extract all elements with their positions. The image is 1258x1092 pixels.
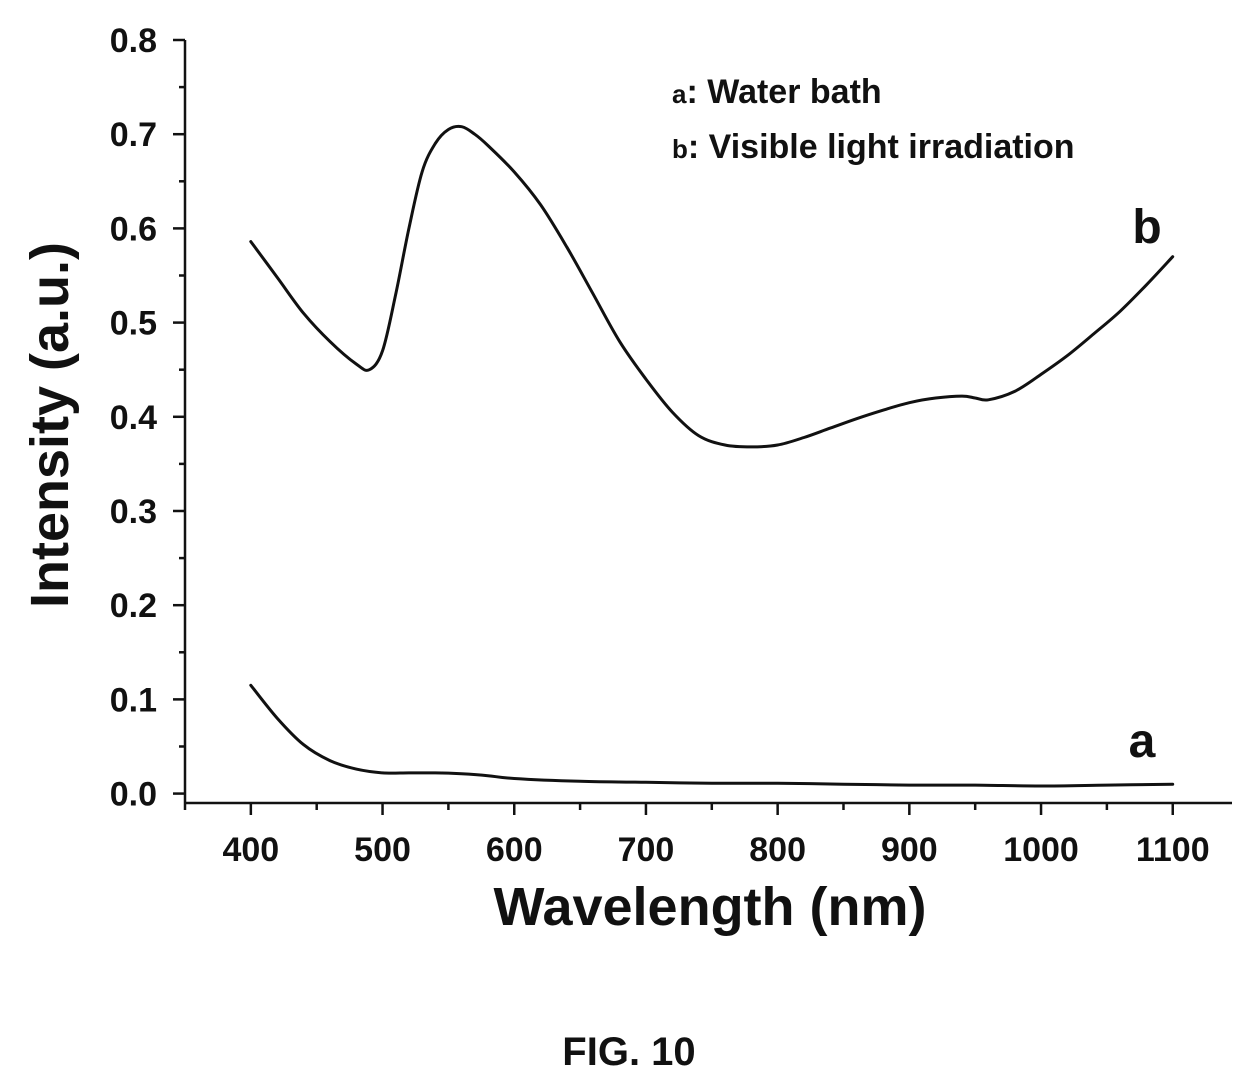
y-tick-label: 0.4 [110,399,157,437]
y-tick-label: 0.3 [110,493,157,531]
y-tick-label: 0.1 [110,681,157,719]
legend-key-b: b [672,134,688,164]
y-tick-label: 0.6 [110,210,157,248]
plot-axes [183,40,1232,805]
legend-key-a: a [672,79,687,109]
x-tick-label: 500 [354,831,411,869]
x-tick-label: 900 [881,831,938,869]
legend-entry-b: b: Visible light irradiation [672,128,1075,166]
x-tick-label: 1000 [1003,831,1079,869]
legend-text-b: : Visible light irradiation [688,128,1075,166]
axis-tick-labels: 0.0 0.1 0.2 0.3 0.4 0.5 0.6 0.7 0.8 400 500 600 700 8… [110,22,1210,869]
x-axis-title: Wavelength (nm) [493,877,926,937]
x-tick-label: 700 [618,831,675,869]
y-tick-label: 0.2 [110,587,157,625]
x-tick-label: 1100 [1136,831,1210,869]
x-tick-label: 600 [486,831,543,869]
curve-label-a: a [1129,715,1156,768]
figure-caption: FIG. 10 [562,1030,696,1074]
spectrum-chart: 0.0 0.1 0.2 0.3 0.4 0.5 0.6 0.7 0.8 400 500 600 700 8… [20,22,1232,937]
axis-ticks [173,38,1174,815]
series-line-b [249,124,1175,449]
y-axis-title: Intensity (a.u.) [20,242,80,608]
y-tick-label: 0.7 [110,116,157,154]
y-tick-label: 0.0 [110,776,157,814]
curve-label-b: b [1132,201,1161,254]
x-tick-label: 400 [222,831,279,869]
legend: a: Water bath b: Visible light irradiati… [672,73,1075,166]
series-lines [249,124,1175,788]
legend-text-a: : Water bath [686,73,881,111]
y-tick-label: 0.8 [110,22,157,60]
legend-entry-a: a: Water bath [672,73,882,111]
y-tick-label: 0.5 [110,305,157,343]
x-tick-label: 800 [749,831,806,869]
series-line-a [249,683,1175,788]
